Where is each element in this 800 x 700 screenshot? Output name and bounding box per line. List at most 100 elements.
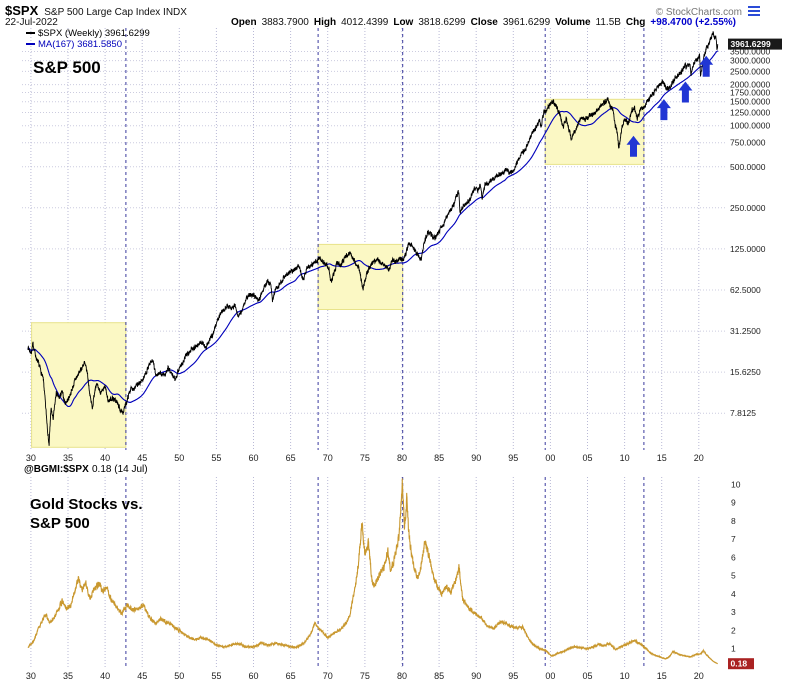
spx-x-tick-label: 90 (471, 453, 481, 463)
ratio-x-tick-label: 30 (26, 671, 36, 681)
static-labels: $SPX (Weekly) 3961.6299 MA(167) 3681.585… (24, 28, 150, 532)
spx-x-tick-label: 40 (100, 453, 110, 463)
spx-x-tick-label: 05 (582, 453, 592, 463)
spx-y-tick-label: 1500.0000 (730, 97, 770, 107)
ratio-x-tick-label: 10 (620, 671, 630, 681)
open-label: Open (231, 17, 257, 28)
spx-y-tick-label: 31.2500 (730, 326, 761, 336)
chart-date: 22-Jul-2022 (5, 17, 58, 28)
index-name: S&P 500 Large Cap Index INDX (44, 7, 187, 18)
spx-y-tick-label: 1000.0000 (730, 121, 770, 131)
ratio-x-tick-label: 15 (657, 671, 667, 681)
ratio-x-tick-label: 75 (360, 671, 370, 681)
highlight-box (544, 98, 645, 165)
volume-label: Volume (555, 17, 591, 28)
spx-panel-label: S&P 500 (33, 58, 101, 77)
up-arrow-icon (626, 135, 641, 157)
copyright: © StockCharts.com (655, 7, 742, 18)
spx-x-tick-label: 65 (286, 453, 296, 463)
ratio-value-date: 0.18 (14 Jul) (92, 464, 148, 475)
ratio-x-tick-label: 50 (174, 671, 184, 681)
spx-x-tick-label: 35 (63, 453, 73, 463)
spx-x-tick-label: 55 (211, 453, 221, 463)
spx-y-tick-label: 1250.0000 (730, 108, 770, 118)
ratio-y-tick-label: 6 (731, 552, 736, 562)
symbol: $SPX (5, 3, 39, 18)
chg-value: +98.4700 (+2.55%) (650, 17, 736, 28)
ratio-x-tick-label: 65 (286, 671, 296, 681)
ratio-x-tick-label: 05 (582, 671, 592, 681)
spx-x-tick-label: 50 (174, 453, 184, 463)
legend-ma: MA(167) 3681.5850 (38, 39, 122, 50)
spx-x-tick-label: 30 (26, 453, 36, 463)
ratio-x-tick-label: 45 (137, 671, 147, 681)
price-tag-text: 3961.6299 (731, 39, 771, 49)
up-arrow-icon (656, 99, 671, 121)
spx-x-tick-label: 80 (397, 453, 407, 463)
spx-x-tick-label: 95 (508, 453, 518, 463)
spx-y-tick-label: 15.6250 (730, 367, 761, 377)
spx-y-tick-label: 7.8125 (730, 408, 756, 418)
ratio-x-tick-label: 85 (434, 671, 444, 681)
spx-x-tick-label: 20 (694, 453, 704, 463)
spx-y-tick-label: 2500.0000 (730, 66, 770, 76)
spx-y-tick-label: 2000.0000 (730, 80, 770, 90)
spx-x-tick-label: 60 (248, 453, 258, 463)
close-value: 3961.6299 (502, 17, 551, 28)
title-row: $SPX S&P 500 Large Cap Index INDX © Stoc… (5, 3, 760, 18)
spx-y-tick-label: 250.0000 (730, 203, 766, 213)
quote-summary: Open 3883.7900 High 4012.4399 Low 3818.6… (231, 17, 736, 28)
low-value: 3818.6299 (418, 17, 466, 28)
spx-y-tick-label: 3500.0000 (730, 47, 770, 57)
ratio-line (27, 478, 718, 665)
ratio-x-tick-label: 80 (397, 671, 407, 681)
up-arrow-icon (699, 55, 714, 77)
highlight-box (31, 322, 127, 448)
price-tag (728, 38, 782, 50)
ratio-x-tick-label: 70 (323, 671, 333, 681)
ratio-y-tick-label: 8 (731, 516, 736, 526)
spx-y-tick-label: 750.0000 (730, 138, 766, 148)
ratio-x-tick-label: 60 (248, 671, 258, 681)
spx-y-tick-label: 1750.0000 (730, 88, 770, 98)
menu-icon[interactable] (748, 5, 760, 16)
ratio-y-tick-label: 3 (731, 607, 736, 617)
spx-y-tick-label: 500.0000 (730, 162, 766, 172)
ratio-tag-text: 0.18 (731, 659, 748, 669)
ma-line (27, 50, 719, 408)
legend-spx: $SPX (Weekly) 3961.6299 (38, 28, 150, 39)
spx-line (27, 31, 719, 446)
low-label: Low (393, 17, 414, 28)
spx-x-tick-label: 00 (545, 453, 555, 463)
ratio-label-line1: Gold Stocks vs. (30, 496, 143, 513)
spx-x-tick-label: 75 (360, 453, 370, 463)
up-arrow-icon (678, 81, 693, 103)
ratio-label-line2: S&P 500 (30, 515, 90, 532)
ratio-x-tick-label: 00 (545, 671, 555, 681)
spx-y-tick-label: 3000.0000 (730, 56, 770, 66)
ratio-y-tick-label: 10 (731, 479, 741, 489)
ratio-y-tick-label: 2 (731, 626, 736, 636)
chg-label: Chg (625, 17, 646, 28)
spx-y-tick-label: 62.5000 (730, 285, 761, 295)
spx-x-tick-label: 15 (657, 453, 667, 463)
ratio-x-tick-label: 35 (63, 671, 73, 681)
volume-value: 11.5B (595, 17, 621, 28)
high-label: High (313, 17, 337, 28)
ratio-tag (728, 658, 754, 670)
ratio-ticker: @BGMI:$SPX (24, 464, 89, 475)
ratio-y-tick-label: 7 (731, 534, 736, 544)
spx-y-tick-label: 125.0000 (730, 244, 766, 254)
ratio-x-tick-label: 20 (694, 671, 704, 681)
ratio-x-tick-label: 55 (211, 671, 221, 681)
spx-x-tick-label: 45 (137, 453, 147, 463)
quote-row: 22-Jul-2022 Open 3883.7900 High 4012.439… (5, 17, 736, 28)
close-label: Close (470, 17, 498, 28)
ratio-x-tick-label: 40 (100, 671, 110, 681)
ratio-y-tick-label: 4 (731, 589, 736, 599)
ratio-y-tick-label: 9 (731, 498, 736, 508)
ratio-y-tick-label: 1 (731, 644, 736, 654)
ratio-x-tick-label: 95 (508, 671, 518, 681)
